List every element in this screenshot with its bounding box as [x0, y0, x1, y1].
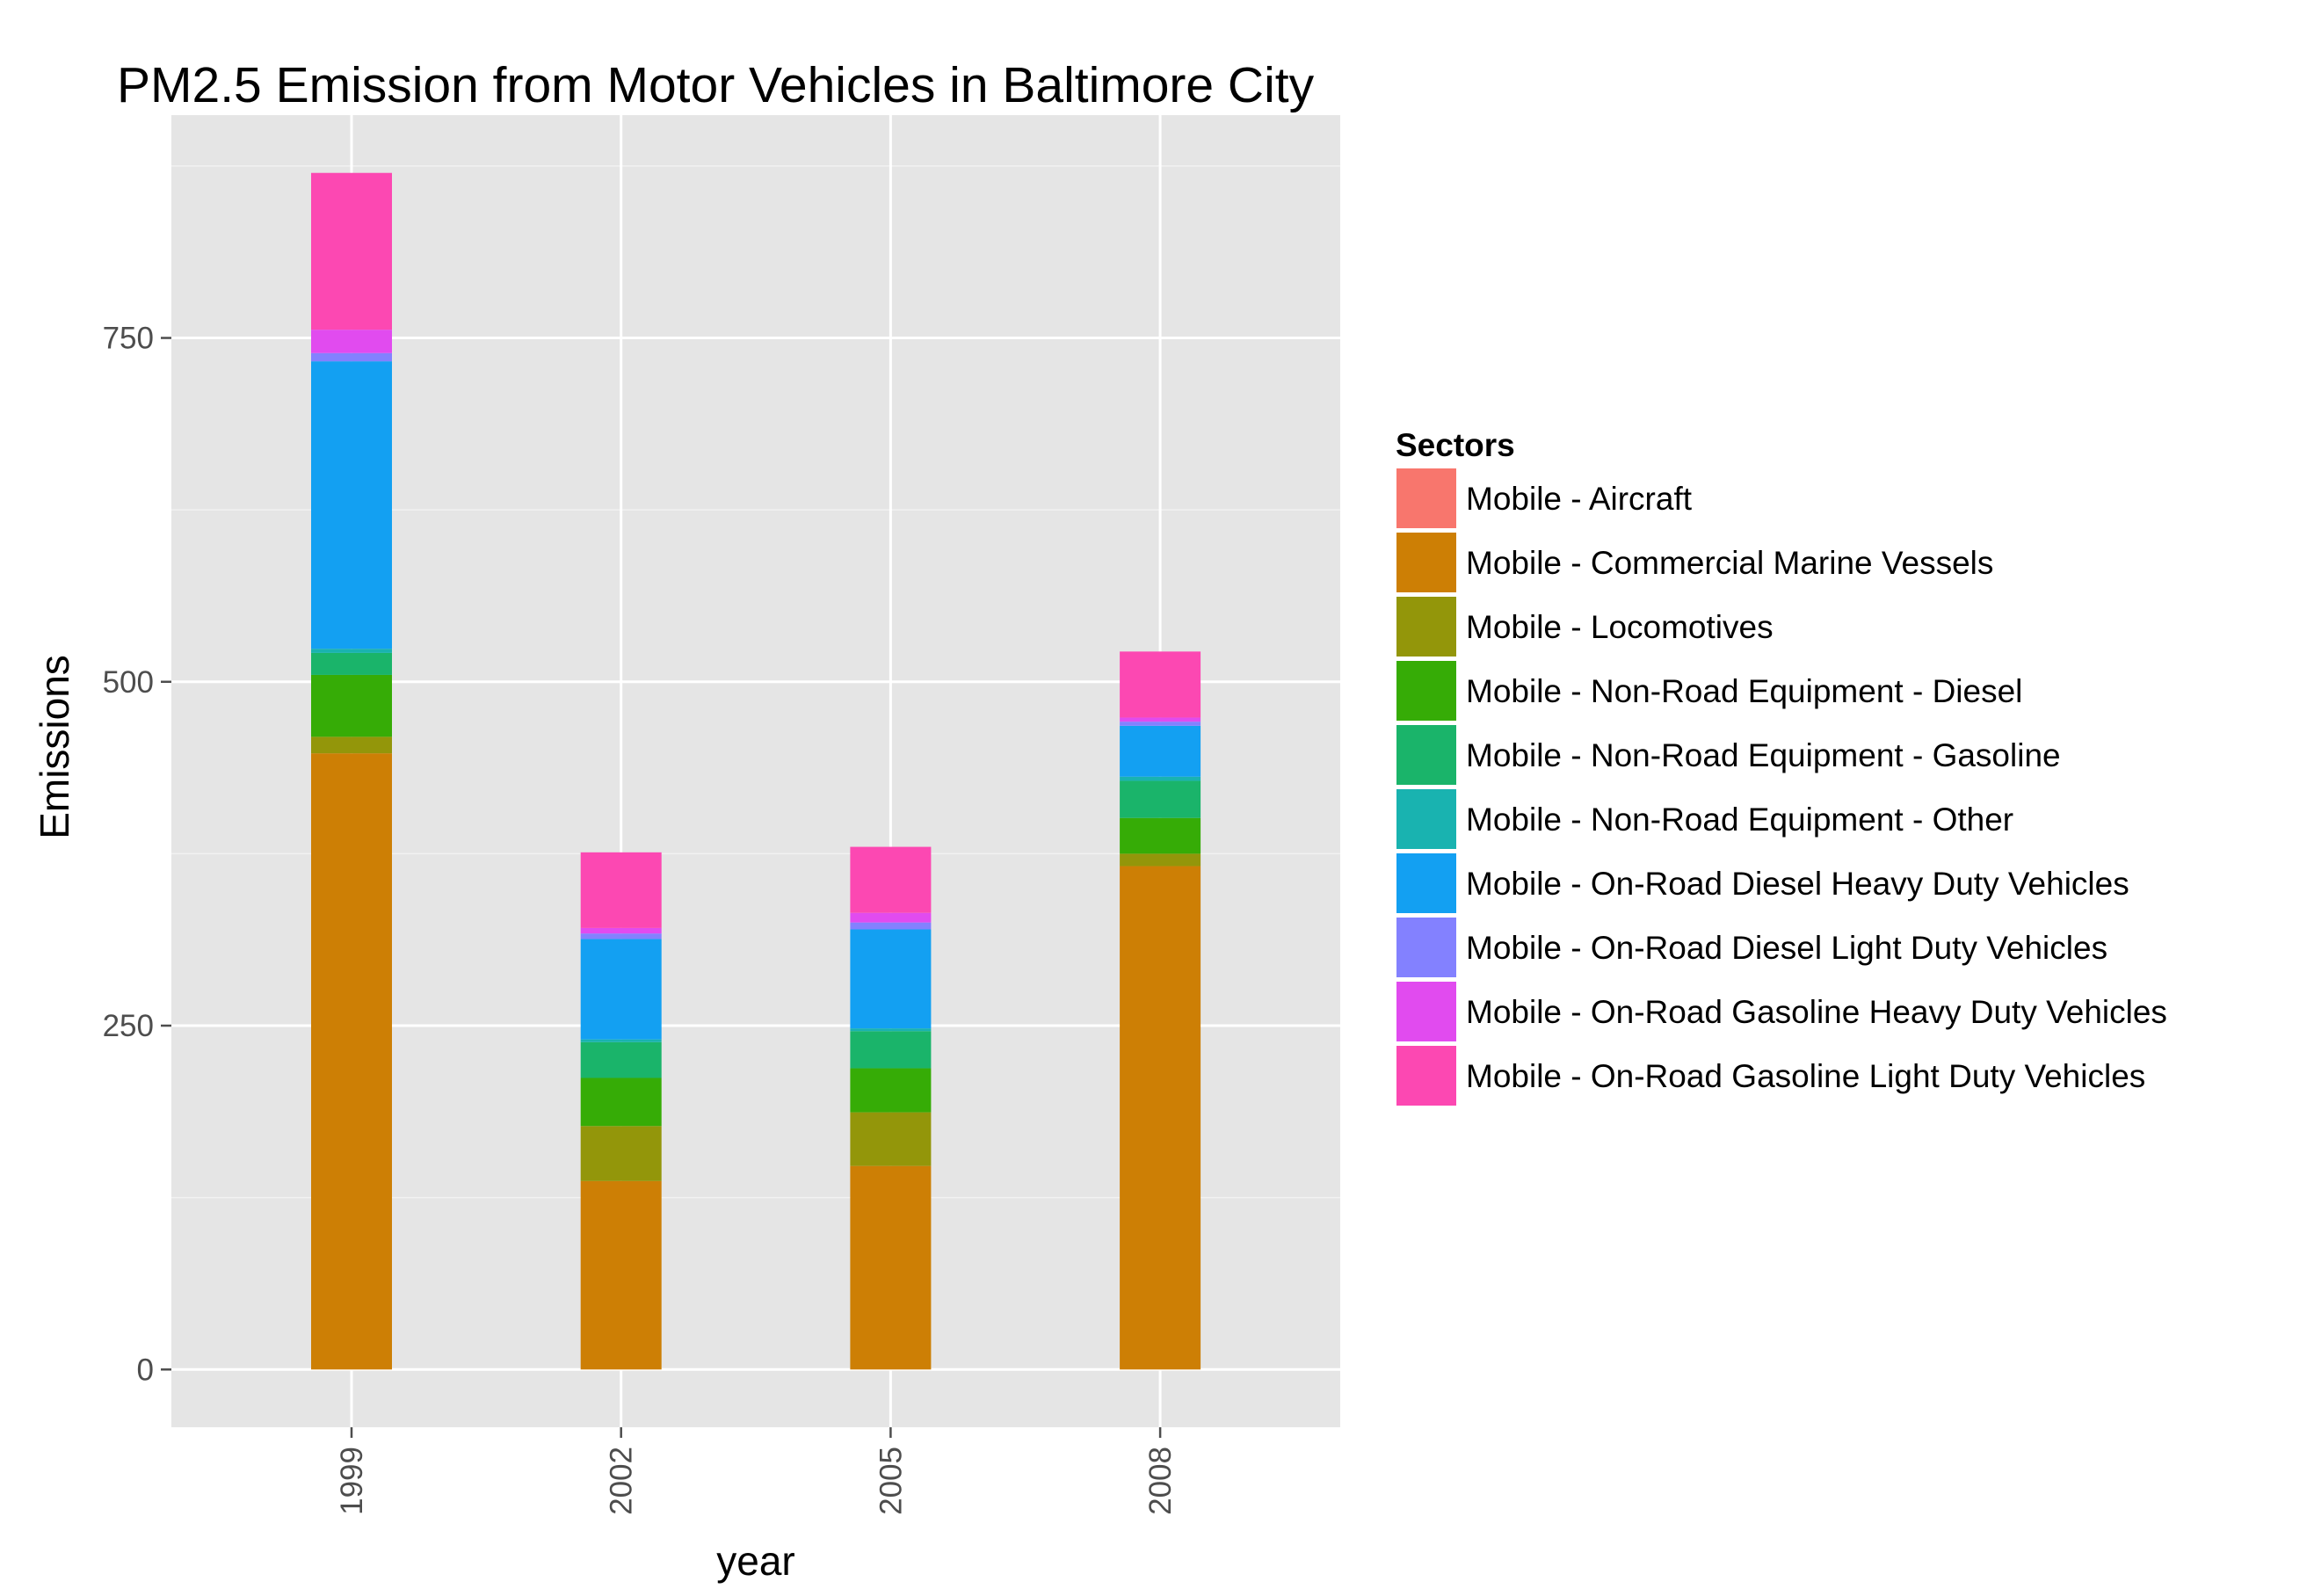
y-tick-label: 250: [103, 1009, 154, 1043]
bar-segment: [311, 649, 392, 653]
legend-label: Mobile - Non-Road Equipment - Gasoline: [1466, 737, 2061, 773]
bar-segment: [1120, 717, 1201, 722]
legend-label: Mobile - Locomotives: [1466, 609, 1774, 645]
bar-segment: [580, 927, 662, 934]
bar-segment: [580, 1041, 662, 1078]
bar-segment: [850, 929, 932, 1029]
bar-segment: [1120, 651, 1201, 718]
legend-label: Mobile - Aircraft: [1466, 481, 1693, 517]
bar-segment: [850, 1112, 932, 1166]
bar-segment: [580, 1077, 662, 1127]
bar-segment: [580, 1039, 662, 1042]
bar-segment: [311, 172, 392, 330]
y-tick-label: 750: [103, 322, 154, 356]
legend-key: [1395, 723, 1458, 787]
bar-segment: [311, 330, 392, 353]
bar-segment: [850, 1028, 932, 1032]
legend-key: [1395, 1044, 1458, 1107]
bar-segment: [311, 674, 392, 737]
y-tick-label: 0: [137, 1353, 154, 1387]
bar-segment: [580, 1180, 662, 1370]
bar-segment: [850, 1068, 932, 1113]
bar-segment: [850, 1165, 932, 1370]
bar-segment: [1120, 866, 1201, 1370]
bars-group: [311, 172, 1201, 1370]
legend-label: Mobile - On-Road Gasoline Light Duty Veh…: [1466, 1058, 2145, 1094]
legend: Sectors Mobile - Aircraft Mobile - Commer…: [1395, 427, 2167, 1107]
legend-key: [1395, 467, 1458, 530]
bar-segment: [311, 652, 392, 675]
bar-segment: [850, 922, 932, 930]
legend-title: Sectors: [1396, 427, 1515, 463]
x-tick-label: 2008: [1143, 1447, 1178, 1515]
bar-segment: [311, 736, 392, 754]
legend-label: Mobile - On-Road Diesel Heavy Duty Vehic…: [1466, 866, 2129, 902]
legend-items: Mobile - Aircraft Mobile - Commercial Mar…: [1395, 467, 2167, 1107]
legend-label: Mobile - On-Road Gasoline Heavy Duty Veh…: [1466, 994, 2167, 1030]
legend-key: [1395, 659, 1458, 722]
bar-segment: [580, 939, 662, 1040]
bar-segment: [580, 852, 662, 928]
bar-segment: [1120, 817, 1201, 854]
legend-key: [1395, 787, 1458, 851]
bar-segment: [311, 361, 392, 649]
x-axis-title: year: [716, 1538, 794, 1584]
legend-label: Mobile - Non-Road Equipment - Diesel: [1466, 673, 2022, 709]
legend-key: [1395, 595, 1458, 658]
bar-segment: [1120, 780, 1201, 818]
legend-label: Mobile - On-Road Diesel Light Duty Vehic…: [1466, 930, 2107, 966]
x-tick-label: 1999: [335, 1447, 369, 1515]
x-tick-label: 2002: [605, 1447, 639, 1515]
legend-key: [1395, 980, 1458, 1043]
legend-key: [1395, 916, 1458, 979]
bar-segment: [1120, 776, 1201, 781]
x-axis: 1999 2002 2005 2008: [335, 1427, 1178, 1515]
legend-key: [1395, 531, 1458, 594]
legend-label: Mobile - Non-Road Equipment - Other: [1466, 802, 2013, 838]
bar-segment: [1120, 853, 1201, 867]
bar-segment: [311, 753, 392, 1370]
y-tick-label: 500: [103, 665, 154, 700]
bar-segment: [311, 352, 392, 362]
x-tick-label: 2005: [874, 1447, 908, 1515]
bar-segment: [1120, 725, 1201, 777]
bar-segment: [850, 1031, 932, 1069]
y-axis-title: Emissions: [32, 655, 77, 839]
legend-label: Mobile - Commercial Marine Vessels: [1466, 545, 1993, 581]
legend-key: [1395, 852, 1458, 915]
bar-segment: [580, 1126, 662, 1181]
bar-segment: [850, 846, 932, 913]
bar-segment: [580, 933, 662, 939]
bar-segment: [1120, 722, 1201, 726]
chart-title: PM2.5 Emission from Motor Vehicles in Ba…: [117, 57, 1315, 113]
y-axis: 0 250 500 750: [103, 322, 171, 1387]
bar-segment: [850, 912, 932, 923]
